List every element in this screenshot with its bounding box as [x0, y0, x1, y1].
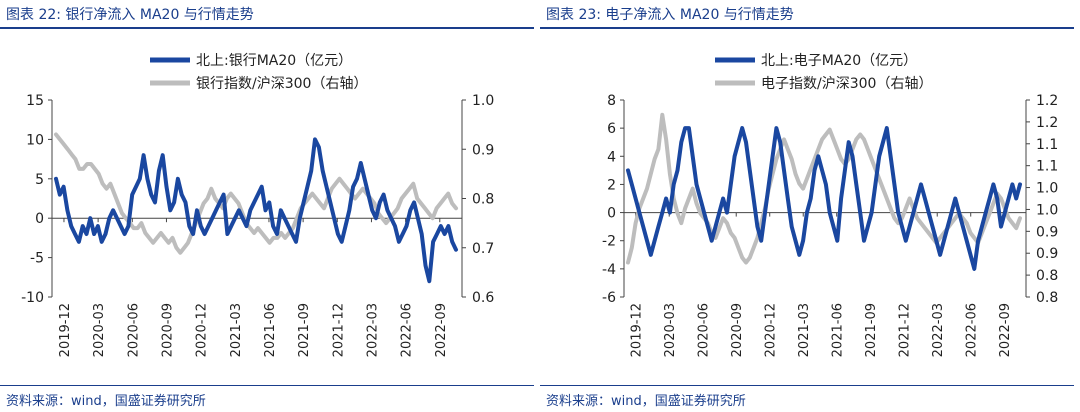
x-tick-label: 2020-12 — [195, 303, 210, 357]
x-tick-label: 2020-03 — [663, 303, 678, 357]
y-right-tick-label: 0.9 — [472, 142, 494, 158]
x-tick-label: 2021-09 — [864, 303, 879, 357]
title-rule — [0, 27, 534, 29]
y-left-tick-label: 0 — [607, 206, 616, 222]
y-left-tick-label: 6 — [607, 121, 616, 137]
source-rule — [0, 385, 534, 386]
legend-label: 银行指数/沪深300（右轴） — [196, 76, 367, 92]
series-line-0 — [626, 126, 1022, 271]
y-right-tick-label: 0.9 — [1036, 246, 1058, 262]
y-left-tick-label: 15 — [26, 93, 44, 109]
y-left-tick-label: -4 — [602, 262, 616, 278]
chart-source: 资料来源：wind，国盛证券研究所 — [6, 394, 206, 409]
y-right-tick-label: 1.1 — [1036, 159, 1058, 175]
x-tick-label: 2022-09 — [434, 303, 449, 357]
x-tick-label: 2019-12 — [58, 303, 73, 357]
x-tick-label: 2020-03 — [92, 303, 107, 357]
title-rule — [540, 27, 1074, 29]
x-tick-label: 2022-03 — [931, 303, 946, 357]
y-left-tick-label: -5 — [30, 251, 44, 267]
y-right-tick-label: 1.0 — [1036, 181, 1058, 197]
series-line-1 — [626, 112, 1022, 265]
x-tick-label: 2020-12 — [764, 303, 779, 357]
x-tick-label: 2021-06 — [831, 303, 846, 357]
x-tick-label: 2020-06 — [126, 303, 141, 357]
y-left-tick-label: -10 — [21, 290, 44, 306]
y-left-tick-label: 5 — [35, 172, 44, 188]
x-tick-label: 2021-03 — [797, 303, 812, 357]
y-left-tick-label: 4 — [607, 149, 616, 165]
y-right-tick-label: 0.7 — [472, 241, 494, 257]
y-right-tick-label: 0.9 — [1036, 224, 1058, 240]
series-line-0 — [54, 137, 458, 284]
x-tick-label: 2021-06 — [263, 303, 278, 357]
y-left-tick-label: -6 — [602, 290, 616, 306]
x-tick-label: 2021-12 — [331, 303, 346, 357]
y-right-tick-label: 1.0 — [472, 93, 494, 109]
x-tick-label: 2022-06 — [400, 303, 415, 357]
chart-title: 图表 22: 银行净流入 MA20 与行情走势 — [6, 7, 254, 23]
y-right-tick-label: 0.6 — [472, 290, 494, 306]
x-tick-label: 2020-09 — [730, 303, 745, 357]
x-tick-label: 2022-06 — [965, 303, 980, 357]
chart-title: 图表 23: 电子净流入 MA20 与行情走势 — [546, 7, 794, 23]
chart-panel-electronics: 图表 23: 电子净流入 MA20 与行情走势 8 6 4 2 0 -2 -4 -6 1.2 1.… — [540, 0, 1080, 412]
y-right-tick-label: 0.8 — [472, 192, 494, 208]
x-tick-label: 2022-03 — [365, 303, 380, 357]
x-tick-label: 2021-12 — [898, 303, 913, 357]
x-tick-label: 2021-09 — [297, 303, 312, 357]
series-line-1 — [54, 132, 458, 255]
y-left-tick-label: 2 — [607, 177, 616, 193]
chart-source: 资料来源：wind，国盛证券研究所 — [546, 394, 746, 409]
source-rule — [540, 385, 1074, 386]
x-tick-label: 2020-09 — [160, 303, 175, 357]
y-right-tick-label: 1.1 — [1036, 137, 1058, 153]
y-right-tick-label: 1.0 — [1036, 202, 1058, 218]
y-right-tick-label: 1.2 — [1036, 115, 1058, 131]
line-chart: 8 6 4 2 0 -2 -4 -6 1.2 1.2 1.1 1.1 1.0 1.0 0.9 0.9 0.8 0.… — [602, 53, 1058, 357]
y-left-tick-label: -2 — [602, 234, 616, 250]
legend-label: 北上:电子MA20（亿元） — [761, 53, 917, 69]
legend-label: 北上:银行MA20（亿元） — [196, 53, 352, 69]
chart-panel-bank: 图表 22: 银行净流入 MA20 与行情走势 15 10 5 0 -5 -10 1.0 0.… — [0, 7, 534, 409]
line-chart: 15 10 5 0 -5 -10 1.0 0.9 0.8 0.7 0.6 2019-12 2020-03… — [21, 53, 494, 357]
y-right-tick-label: 0.8 — [1036, 290, 1058, 306]
y-right-tick-label: 1.2 — [1036, 93, 1058, 109]
y-left-tick-label: 8 — [607, 93, 616, 109]
y-left-tick-label: 0 — [35, 211, 44, 227]
y-left-tick-label: 10 — [26, 132, 44, 148]
x-tick-label: 2019-12 — [630, 303, 645, 357]
legend-label: 电子指数/沪深300（右轴） — [761, 76, 932, 92]
x-tick-label: 2020-06 — [697, 303, 712, 357]
x-tick-label: 2022-09 — [998, 303, 1013, 357]
x-tick-label: 2021-03 — [229, 303, 244, 357]
y-right-tick-label: 0.8 — [1036, 268, 1058, 284]
